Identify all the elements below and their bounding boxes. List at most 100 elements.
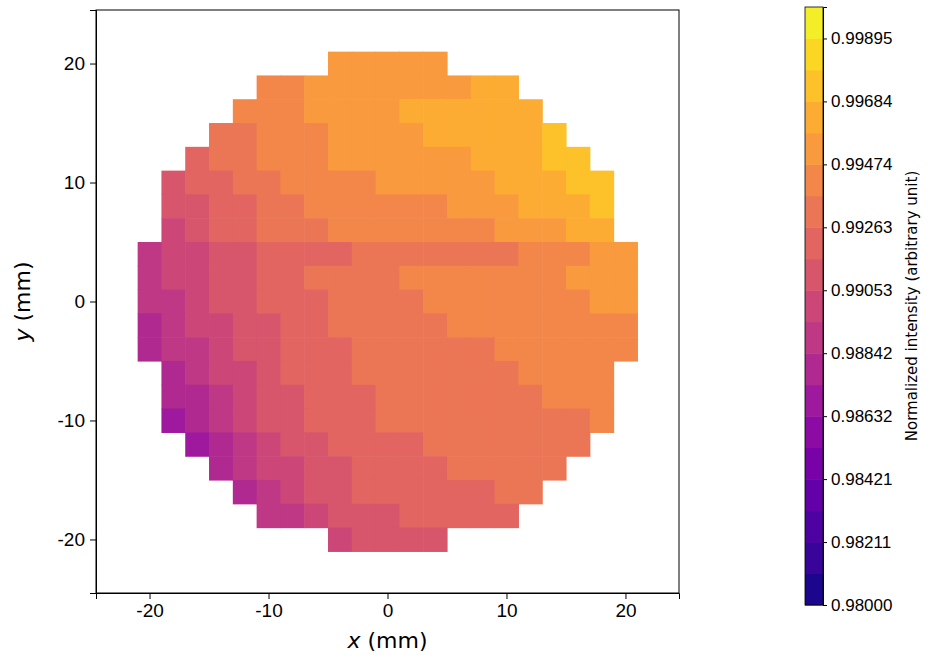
heatmap-cell bbox=[471, 432, 495, 456]
colorbar-tick-label: 0.98000 bbox=[831, 596, 892, 615]
heatmap-cell bbox=[233, 218, 257, 242]
heatmap-cell bbox=[185, 147, 209, 171]
heatmap-cell bbox=[590, 194, 614, 218]
heatmap-cell bbox=[328, 266, 352, 290]
heatmap-cell bbox=[447, 409, 471, 433]
heatmap-cell bbox=[471, 456, 495, 480]
heatmap-cell bbox=[304, 313, 328, 337]
heatmap-cell bbox=[376, 480, 400, 504]
colorbar-tick-mark bbox=[823, 290, 827, 291]
heatmap-cell bbox=[447, 361, 471, 385]
heatmap-cell bbox=[542, 456, 566, 480]
heatmap-cell bbox=[280, 480, 304, 504]
heatmap-cell bbox=[376, 290, 400, 314]
heatmap-cell bbox=[423, 456, 447, 480]
heatmap-cell bbox=[542, 123, 566, 147]
heatmap-cell bbox=[447, 194, 471, 218]
heatmap-cell bbox=[185, 194, 209, 218]
heatmap-cell bbox=[209, 361, 233, 385]
heatmap-cell bbox=[328, 194, 352, 218]
heatmap-cell bbox=[495, 361, 519, 385]
heatmap-cell bbox=[399, 75, 423, 99]
colorbar-tick-label: 0.99053 bbox=[831, 281, 892, 300]
heatmap-cell bbox=[280, 337, 304, 361]
heatmap-cell bbox=[542, 218, 566, 242]
heatmap-cell bbox=[257, 409, 281, 433]
colorbar-band bbox=[805, 416, 823, 448]
heatmap-cell bbox=[590, 409, 614, 433]
x-tick: 10 bbox=[496, 593, 517, 621]
heatmap-cell bbox=[352, 290, 376, 314]
heatmap-cell bbox=[280, 504, 304, 528]
heatmap-cell bbox=[352, 337, 376, 361]
heatmap-cell bbox=[185, 290, 209, 314]
heatmap-cell bbox=[495, 290, 519, 314]
colorbar-tick-label: 0.99474 bbox=[831, 155, 892, 174]
heatmap-cell bbox=[161, 266, 185, 290]
heatmap-cell bbox=[257, 147, 281, 171]
colorbar-band bbox=[805, 448, 823, 480]
colorbar-band bbox=[805, 542, 823, 574]
heatmap-cell bbox=[161, 337, 185, 361]
heatmap-cell bbox=[566, 337, 590, 361]
heatmap-cell bbox=[304, 337, 328, 361]
heatmap-cell bbox=[590, 266, 614, 290]
heatmap-cell bbox=[447, 313, 471, 337]
heatmap-cell bbox=[423, 361, 447, 385]
heatmap-cell bbox=[590, 171, 614, 195]
y-axis-title: y (mm) bbox=[10, 261, 35, 342]
colorbar-tick-label: 0.98842 bbox=[831, 344, 892, 363]
y-tick-label: -10 bbox=[58, 410, 85, 431]
heatmap-cell bbox=[328, 337, 352, 361]
y-tick-mark bbox=[90, 183, 96, 184]
colorbar-tick-mark bbox=[823, 416, 827, 417]
colorbar-tick-label: 0.99895 bbox=[831, 29, 892, 48]
heatmap-cell bbox=[447, 218, 471, 242]
heatmap-cell bbox=[495, 123, 519, 147]
colorbar-tick-mark bbox=[823, 542, 827, 543]
heatmap-cell bbox=[233, 266, 257, 290]
heatmap-cell bbox=[399, 123, 423, 147]
x-tick-label: 10 bbox=[496, 600, 517, 621]
heatmap-cell bbox=[304, 432, 328, 456]
heatmap-cell bbox=[352, 194, 376, 218]
colorbar-tick: 0.98632 bbox=[823, 407, 892, 426]
y-tick-label: 0 bbox=[74, 291, 85, 312]
heatmap-cell bbox=[471, 171, 495, 195]
x-tick-label: 20 bbox=[615, 600, 636, 621]
heatmap-cell bbox=[280, 147, 304, 171]
y-tick-mark bbox=[90, 302, 96, 303]
heatmap-cell bbox=[518, 480, 542, 504]
heatmap-cell bbox=[328, 504, 352, 528]
heatmap-cell bbox=[614, 337, 638, 361]
heatmap-cell bbox=[566, 171, 590, 195]
heatmap-cell bbox=[471, 194, 495, 218]
heatmap-cell bbox=[138, 266, 162, 290]
colorbar-tick-mark bbox=[823, 605, 827, 606]
colorbar-tick: 0.99895 bbox=[823, 29, 892, 48]
heatmap-cell bbox=[376, 123, 400, 147]
heatmap-cell bbox=[376, 242, 400, 266]
heatmap-cell bbox=[328, 313, 352, 337]
colorbar bbox=[805, 7, 823, 606]
heatmap-cell bbox=[423, 194, 447, 218]
heatmap-cell bbox=[280, 313, 304, 337]
colorbar-band bbox=[805, 322, 823, 354]
heatmap-cell bbox=[566, 218, 590, 242]
heatmap-cell bbox=[447, 480, 471, 504]
heatmap-cell bbox=[471, 409, 495, 433]
heatmap-cell bbox=[233, 313, 257, 337]
heatmap-cells bbox=[138, 52, 638, 552]
colorbar-axis-line bbox=[824, 8, 828, 606]
heatmap-cell bbox=[304, 456, 328, 480]
x-tick-mark bbox=[269, 593, 270, 599]
y-tick-mark bbox=[90, 64, 96, 65]
heatmap-cell bbox=[542, 266, 566, 290]
heatmap-cell bbox=[233, 337, 257, 361]
x-axis: -20-1001020 bbox=[97, 593, 680, 621]
heatmap-cell bbox=[423, 123, 447, 147]
heatmap-cell bbox=[423, 504, 447, 528]
heatmap-cell bbox=[423, 409, 447, 433]
x-tick-mark bbox=[506, 593, 507, 599]
y-tick: -10 bbox=[58, 410, 96, 431]
